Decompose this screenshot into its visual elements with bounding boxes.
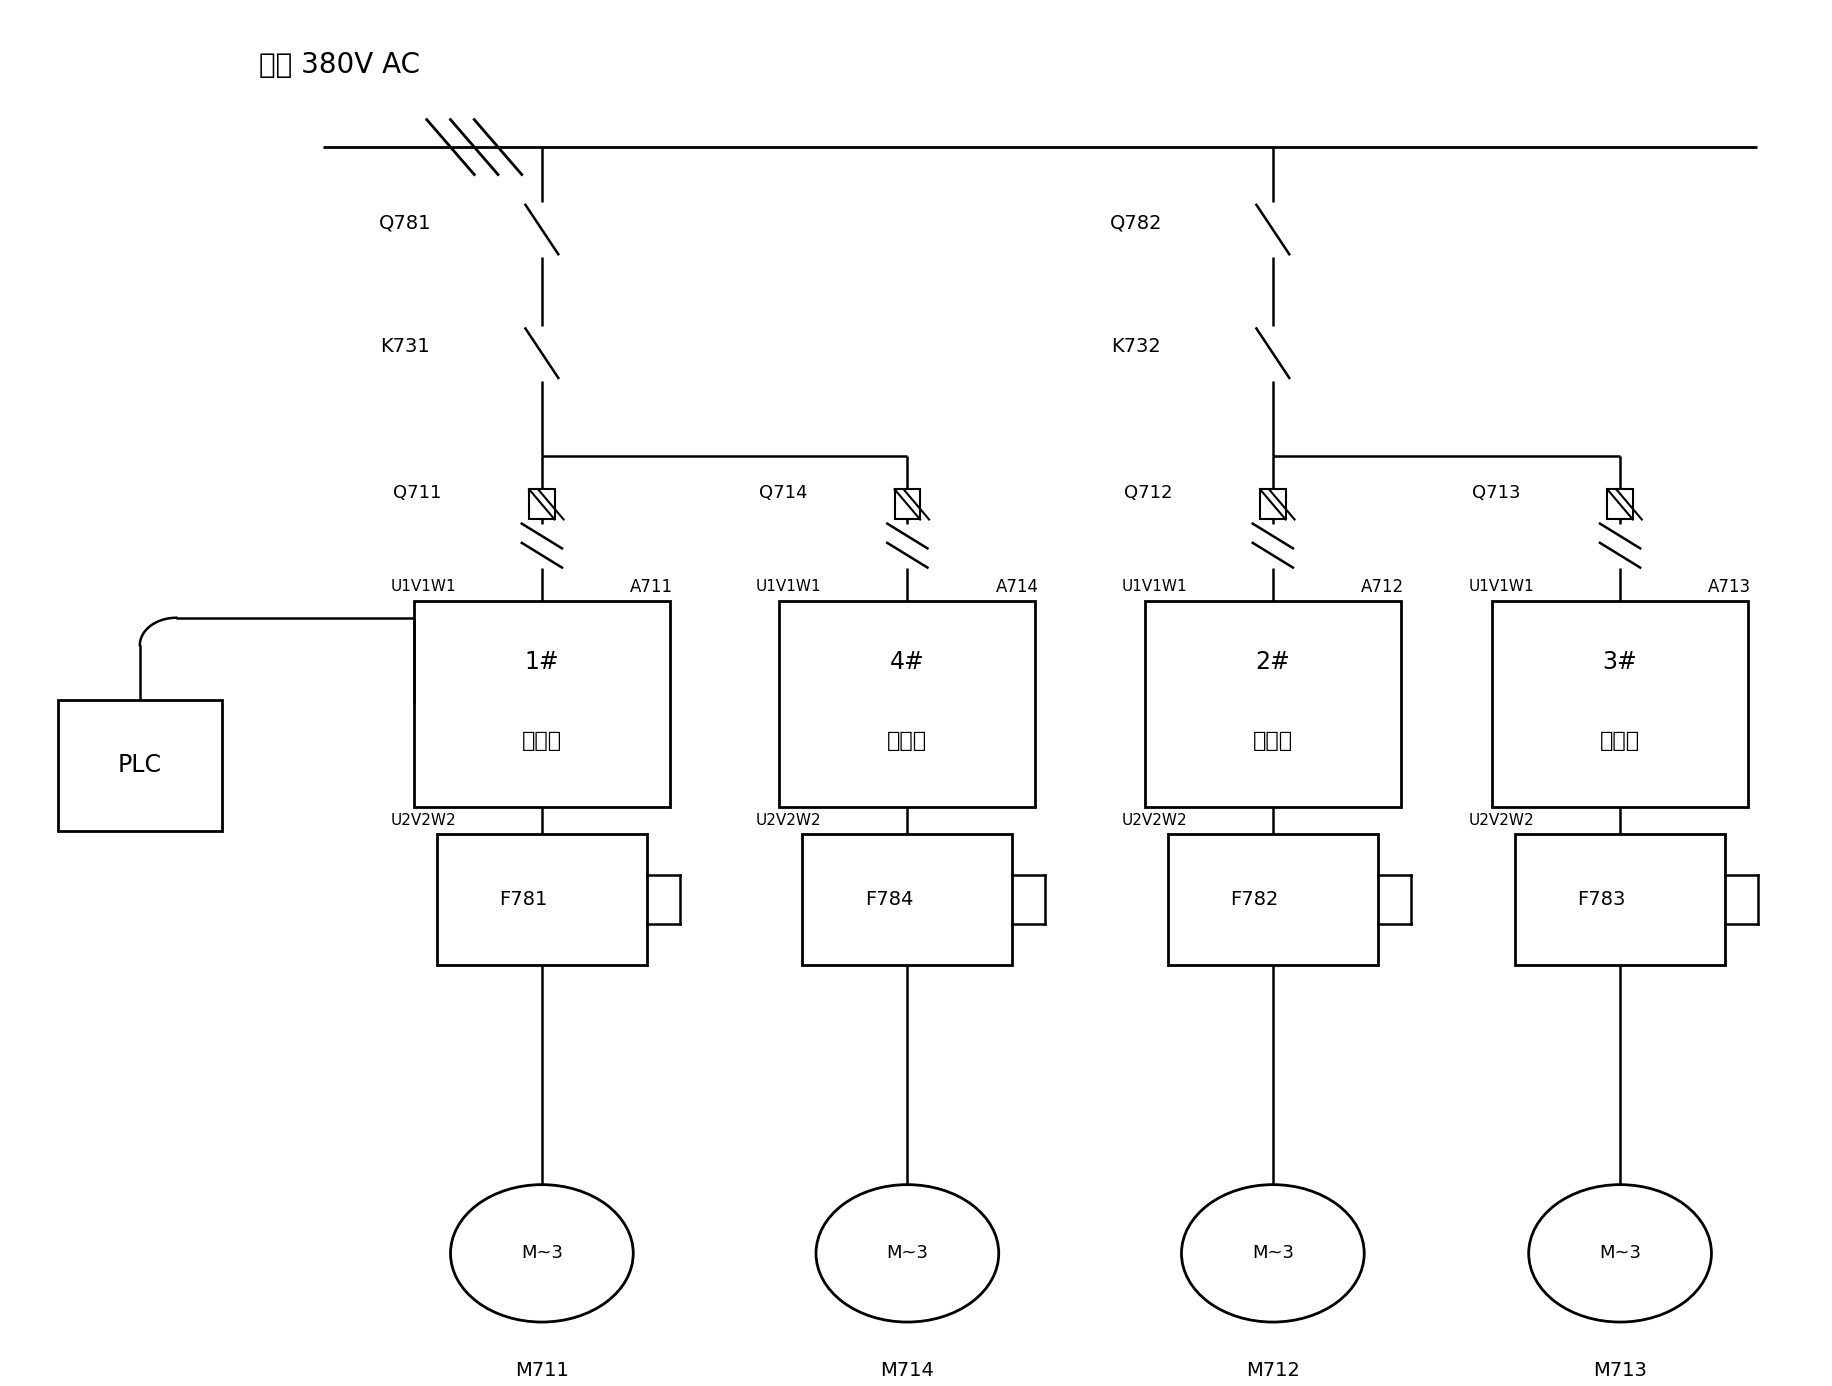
Text: 变频器: 变频器 xyxy=(887,730,927,751)
Bar xyxy=(57,700,222,830)
Bar xyxy=(1607,489,1632,520)
Text: 1#: 1# xyxy=(524,650,559,675)
Text: A713: A713 xyxy=(1707,578,1750,596)
Text: Q781: Q781 xyxy=(379,213,431,233)
Text: A714: A714 xyxy=(995,578,1039,596)
Text: U2V2W2: U2V2W2 xyxy=(1467,814,1533,827)
Bar xyxy=(529,489,555,520)
Text: U1V1W1: U1V1W1 xyxy=(1121,579,1187,595)
Text: M~3: M~3 xyxy=(887,1245,927,1263)
Text: 3#: 3# xyxy=(1601,650,1636,675)
Text: M712: M712 xyxy=(1246,1361,1299,1379)
Bar xyxy=(1145,600,1400,807)
Text: U1V1W1: U1V1W1 xyxy=(390,579,456,595)
Text: U2V2W2: U2V2W2 xyxy=(390,814,456,827)
Text: F783: F783 xyxy=(1577,890,1625,909)
Bar xyxy=(779,600,1035,807)
Text: 4#: 4# xyxy=(890,650,923,675)
Text: M~3: M~3 xyxy=(1251,1245,1293,1263)
Text: M713: M713 xyxy=(1592,1361,1647,1379)
Circle shape xyxy=(815,1185,998,1322)
Bar xyxy=(1167,834,1378,965)
Circle shape xyxy=(1528,1185,1711,1322)
Text: PLC: PLC xyxy=(117,754,161,778)
Text: F782: F782 xyxy=(1229,890,1279,909)
Circle shape xyxy=(1182,1185,1363,1322)
Text: 2#: 2# xyxy=(1255,650,1290,675)
Bar xyxy=(1259,489,1284,520)
Text: Q713: Q713 xyxy=(1471,484,1519,502)
Text: Q711: Q711 xyxy=(394,484,442,502)
Text: U1V1W1: U1V1W1 xyxy=(755,579,821,595)
Bar xyxy=(802,834,1011,965)
Text: U1V1W1: U1V1W1 xyxy=(1467,579,1533,595)
Bar xyxy=(414,600,669,807)
Text: M~3: M~3 xyxy=(520,1245,562,1263)
Text: K731: K731 xyxy=(379,337,429,356)
Bar xyxy=(1515,834,1724,965)
Text: 变频器: 变频器 xyxy=(1251,730,1292,751)
Text: A712: A712 xyxy=(1359,578,1403,596)
Text: M711: M711 xyxy=(515,1361,568,1379)
Bar xyxy=(436,834,647,965)
Text: M~3: M~3 xyxy=(1598,1245,1640,1263)
Text: K732: K732 xyxy=(1110,337,1160,356)
Text: U2V2W2: U2V2W2 xyxy=(1121,814,1187,827)
Bar xyxy=(1491,600,1748,807)
Circle shape xyxy=(451,1185,632,1322)
Text: 变频器: 变频器 xyxy=(522,730,562,751)
Text: 变频器: 变频器 xyxy=(1599,730,1640,751)
Text: U2V2W2: U2V2W2 xyxy=(755,814,821,827)
Text: F781: F781 xyxy=(498,890,548,909)
Text: 电源 380V AC: 电源 380V AC xyxy=(258,51,420,79)
Text: Q782: Q782 xyxy=(1108,213,1161,233)
Bar xyxy=(894,489,920,520)
Text: M714: M714 xyxy=(879,1361,934,1379)
Text: Q714: Q714 xyxy=(758,484,806,502)
Text: A711: A711 xyxy=(630,578,672,596)
Text: F784: F784 xyxy=(865,890,912,909)
Text: Q712: Q712 xyxy=(1123,484,1172,502)
